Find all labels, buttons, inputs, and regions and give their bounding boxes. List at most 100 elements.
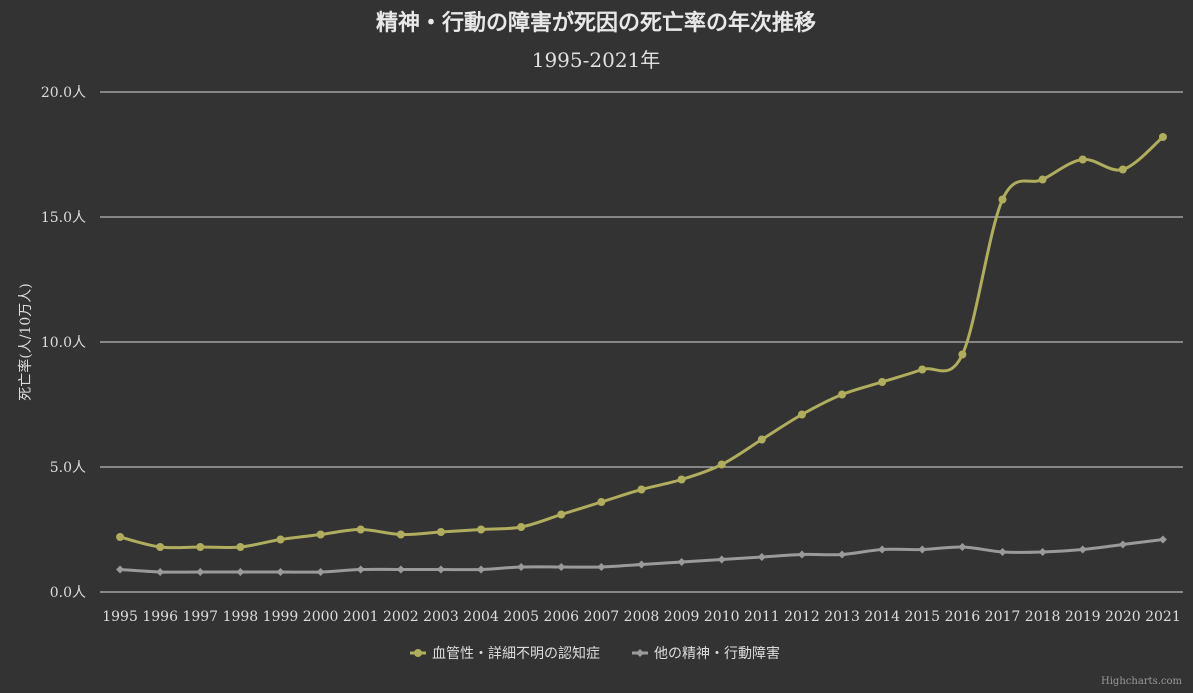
x-tick-label: 2008 [624,609,660,625]
x-tick-label: 1996 [142,609,178,625]
data-point[interactable] [998,195,1007,204]
data-point[interactable] [517,523,526,531]
x-tick-label: 2003 [423,609,459,625]
series-1 [116,133,1167,551]
data-point[interactable] [276,535,285,544]
grid-lines [100,91,1183,593]
data-point[interactable] [1118,540,1127,549]
y-tick-label: 10.0人 [41,335,86,351]
data-point[interactable] [477,525,486,534]
data-point[interactable] [637,485,646,494]
y-axis-ticks: 0.0人 5.0人 10.0人 15.0人 20.0人 [41,85,86,601]
x-tick-label: 2002 [383,609,419,625]
data-point[interactable] [517,563,526,571]
credits-link[interactable]: Highcharts.com [1101,676,1182,687]
data-point[interactable] [958,350,967,359]
data-point[interactable] [156,568,165,576]
legend-item[interactable]: 他の精神・行動障害 [632,646,780,662]
data-point[interactable] [637,560,646,569]
x-tick-label: 2021 [1145,609,1181,625]
y-tick-label: 20.0人 [41,85,86,101]
x-tick-label: 1998 [223,609,259,625]
legend-label: 血管性・詳細不明の認知症 [432,645,600,662]
data-point[interactable] [757,553,766,561]
data-point[interactable] [918,365,927,374]
data-point[interactable] [717,555,726,564]
legend-label: 他の精神・行動障害 [654,646,780,662]
data-point[interactable] [797,550,806,559]
x-tick-label: 2014 [864,609,900,625]
data-point[interactable] [677,558,686,566]
x-tick-label: 2016 [945,609,981,625]
data-point[interactable] [757,435,766,444]
data-point[interactable] [316,530,325,539]
data-point[interactable] [276,568,285,576]
x-tick-label: 2007 [584,609,620,625]
x-tick-label: 2009 [664,609,700,625]
x-tick-label: 2013 [824,609,860,625]
data-point[interactable] [196,543,205,551]
x-tick-label: 2004 [463,609,499,625]
legend-marker [636,649,644,657]
x-tick-label: 2010 [704,609,740,625]
data-point[interactable] [356,565,365,574]
data-point[interactable] [1118,165,1127,174]
x-tick-label: 2005 [503,609,539,625]
data-point[interactable] [356,525,365,534]
data-point[interactable] [1078,545,1087,554]
data-point[interactable] [436,528,445,536]
data-point[interactable] [717,460,726,469]
data-point[interactable] [958,543,967,551]
y-tick-label: 5.0人 [50,460,86,476]
series-line [118,135,1165,550]
x-tick-label: 2017 [985,609,1021,625]
data-point[interactable] [878,378,887,386]
x-tick-label: 2015 [904,609,940,625]
data-point[interactable] [1038,548,1047,556]
data-point[interactable] [918,545,927,554]
data-point[interactable] [797,410,806,419]
legend-item[interactable]: 血管性・詳細不明の認知症 [410,645,600,662]
series-group [116,133,1167,576]
data-point[interactable] [1158,133,1167,141]
legend: 血管性・詳細不明の認知症 他の精神・行動障害 [410,645,780,662]
data-point[interactable] [196,568,205,576]
data-point[interactable] [436,565,445,574]
data-point[interactable] [396,530,405,539]
chart-subtitle: 1995-2021年 [532,48,661,72]
data-point[interactable] [116,533,125,541]
data-point[interactable] [236,543,245,551]
data-point[interactable] [838,390,847,399]
data-point[interactable] [597,498,606,506]
data-point[interactable] [396,565,405,574]
x-tick-label: 1999 [263,609,299,625]
data-point[interactable] [677,475,686,484]
x-tick-label: 2001 [343,609,379,625]
data-point[interactable] [597,563,606,571]
data-point[interactable] [156,543,165,551]
y-axis-label: 死亡率(人/10万人) [17,283,34,400]
x-tick-label: 2018 [1025,609,1061,625]
data-point[interactable] [998,548,1007,556]
x-tick-label: 2006 [543,609,579,625]
x-tick-label: 2012 [784,609,820,625]
data-point[interactable] [557,510,566,519]
data-point[interactable] [236,568,245,576]
y-tick-label: 0.0人 [50,585,86,601]
data-point[interactable] [557,563,566,571]
data-point[interactable] [116,565,125,574]
x-tick-label: 2011 [744,609,780,625]
x-tick-label: 2019 [1065,609,1101,625]
x-tick-label: 2020 [1105,609,1141,625]
data-point[interactable] [1038,175,1047,184]
data-point[interactable] [477,565,486,574]
data-point[interactable] [878,545,887,554]
chart-title: 精神・行動の障害が死因の死亡率の年次推移 [376,10,816,36]
legend-marker [414,649,422,657]
data-point[interactable] [316,568,325,576]
data-point[interactable] [1158,535,1167,544]
data-point[interactable] [1078,155,1087,164]
x-axis-ticks: 1995 1996 1997 1998 1999 2000 2001 2002 2003 2004… [102,609,1181,625]
data-point[interactable] [838,550,847,559]
